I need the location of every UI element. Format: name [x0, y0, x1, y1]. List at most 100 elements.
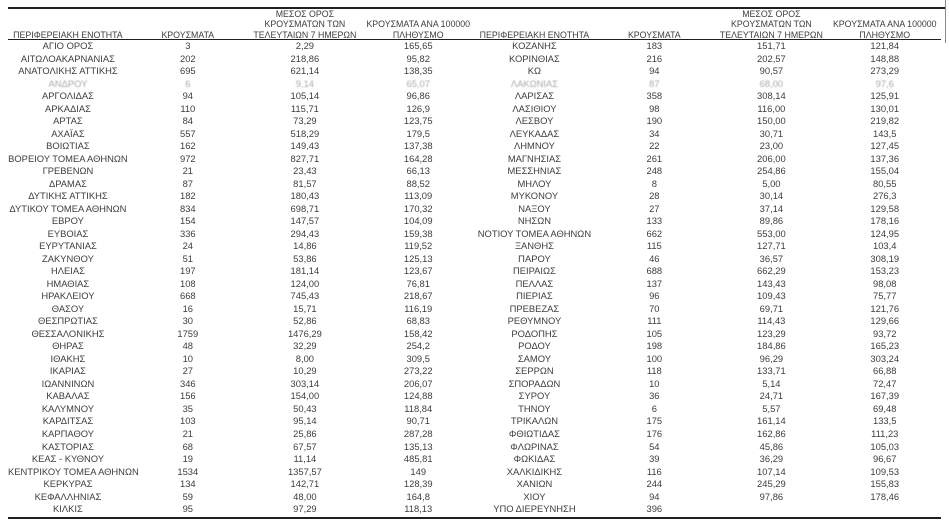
cell-per100k: 90,71 — [406, 415, 430, 427]
table-row: ΚΑΡΔΙΤΣΑΣ 103 95,14 90,71 — [8, 415, 475, 428]
cell-avg7: 10,29 — [293, 365, 317, 377]
cell-avg7: 151,71 — [757, 40, 786, 51]
cell-avg7: 89,86 — [759, 215, 784, 227]
table-row: ΣΑΜΟΥ 100 96,29 303,24 — [475, 353, 942, 366]
table-row: ΕΥΒΟΙΑΣ 336 294,43 159,38 — [8, 228, 475, 241]
cell-avg7: 245,29 — [757, 478, 786, 490]
cell-avg7: 827,71 — [290, 152, 320, 164]
cell-per100k: 118,13 — [404, 503, 433, 515]
cell-per100k — [829, 503, 941, 516]
cell-per100k: 276,3 — [873, 190, 897, 202]
table-row: ΠΡΕΒΕΖΑΣ 70 69,71 121,76 — [475, 303, 942, 316]
cell-per100k: 65,07 — [406, 77, 430, 89]
cell-cases: 95 — [182, 503, 194, 515]
cell-region: ΣΕΡΡΩΝ — [515, 365, 554, 377]
cell-cases: 87 — [182, 177, 194, 189]
cell-region: ΑΓΙΟ ΟΡΟΣ — [42, 40, 94, 51]
cell-cases: 198 — [646, 340, 663, 352]
cell-cases: 216 — [646, 52, 663, 64]
cell-avg7: 15,71 — [293, 302, 317, 314]
cell-cases: 105 — [646, 327, 663, 339]
cell-per100k: 95,82 — [406, 52, 430, 64]
cell-cases: 182 — [179, 190, 196, 202]
cell-region: ΒΟΡΕΙΟΥ ΤΟΜΕΑ ΑΘΗΝΩΝ — [8, 152, 128, 164]
cell-per100k: 148,88 — [870, 52, 900, 64]
cell-region: ΡΟΔΟΠΗΣ — [511, 327, 558, 339]
cell-cases: 197 — [179, 265, 196, 277]
cell-region: ΗΜΑΘΙΑΣ — [46, 277, 90, 289]
table-row: ΡΟΔΟΥ 198 184,86 165,23 — [475, 340, 942, 353]
table-row: ΚΙΛΚΙΣ 95 97,29 118,13 — [8, 503, 475, 516]
cell-avg7: 30,14 — [759, 190, 784, 202]
table-row: ΚΑΡΠΑΘΟΥ 21 25,86 287,28 — [8, 428, 475, 441]
cell-cases: 688 — [646, 265, 663, 277]
cell-cases: 10 — [649, 377, 660, 389]
cell-region: ΛΑΣΙΘΙΟΥ — [512, 102, 557, 114]
cell-region: ΕΥΡΥΤΑΝΙΑΣ — [39, 240, 97, 252]
cell-per100k: 155,04 — [870, 165, 900, 177]
cell-avg7: 25,86 — [293, 427, 317, 439]
table-row: ΘΗΡΑΣ 48 32,29 254,2 — [8, 340, 475, 353]
cell-per100k: 93,72 — [873, 327, 897, 339]
cell-avg7: 52,86 — [293, 315, 317, 327]
cell-cases: 34 — [649, 127, 660, 139]
cell-region: ΑΙΤΩΛΟΑΚΑΡΝΑΝΙΑΣ — [20, 52, 115, 64]
table-row: ΚΕΦΑΛΛΗΝΙΑΣ 59 48,00 164,8 — [8, 491, 475, 504]
cell-avg7: 127,71 — [757, 240, 786, 252]
cell-avg7: 154,00 — [290, 390, 320, 402]
table-row: ΝΗΣΩΝ 133 89,86 178,16 — [475, 215, 942, 228]
table-row: ΓΡΕΒΕΝΩΝ 21 23,43 66,13 — [8, 165, 475, 178]
table-row: ΘΑΣΟΥ 16 15,71 116,19 — [8, 303, 475, 316]
cell-avg7: 81,57 — [293, 177, 317, 189]
table-row: ΔΡΑΜΑΣ 87 81,57 88,52 — [8, 178, 475, 191]
column-header-region: ΠΕΡΙΦΕΡΕΙΑΚΗ ΕΝΟΤΗΤΑ — [13, 29, 123, 40]
cell-cases: 22 — [649, 140, 660, 152]
table-row: ΗΡΑΚΛΕΙΟΥ 668 745,43 218,67 — [8, 290, 475, 303]
cell-cases: 3 — [185, 40, 191, 51]
cell-avg7: 116,00 — [757, 102, 786, 114]
cell-region: ΤΡΙΚΑΛΩΝ — [510, 415, 558, 427]
cell-cases: 10 — [182, 352, 194, 364]
cell-avg7: 1476,29 — [287, 327, 322, 339]
cell-avg7: 150,00 — [757, 115, 786, 127]
cell-cases: 137 — [646, 277, 663, 289]
cell-avg7: 8,00 — [295, 352, 315, 364]
cell-region: ΧΙΟΥ — [523, 490, 546, 502]
cell-per100k: 96,86 — [406, 90, 430, 102]
cell-region: ΓΡΕΒΕΝΩΝ — [42, 165, 94, 177]
cell-region: ΑΡΓΟΛΙΔΑΣ — [41, 90, 94, 102]
table-header-right: ΠΕΡΙΦΕΡΕΙΑΚΗ ΕΝΟΤΗΤΑ ΚΡΟΥΣΜΑΤΑ ΜΕΣΟΣ ΟΡΟΣ Κ… — [474, 9, 941, 40]
cell-avg7: 124,00 — [290, 277, 320, 289]
column-header-cases: ΚΡΟΥΣΜΑΤΑ — [627, 29, 681, 40]
cell-avg7: 53,86 — [293, 252, 317, 264]
table-row: ΦΘΙΩΤΙΔΑΣ 176 162,86 111,23 — [475, 428, 942, 441]
cell-avg7: 114,43 — [757, 315, 786, 327]
table-row: ΑΧΑΪΑΣ 557 518,29 179,5 — [8, 128, 475, 141]
column-header-region: ΠΕΡΙΦΕΡΕΙΑΚΗ ΕΝΟΤΗΤΑ — [479, 29, 590, 40]
cell-per100k: 153,23 — [870, 265, 900, 277]
table-row: ΚΕΝΤΡΙΚΟΥ ΤΟΜΕΑ ΑΘΗΝΩΝ 1534 1357,57 149 — [8, 466, 475, 479]
cell-region: ΚΙΛΚΙΣ — [53, 503, 83, 515]
cell-avg7: 14,86 — [293, 240, 317, 252]
cell-per100k: 123,75 — [403, 115, 433, 127]
cell-region: ΦΘΙΩΤΙΔΑΣ — [508, 427, 560, 439]
cell-region: ΑΝΑΤΟΛΙΚΗΣ ΑΤΤΙΚΗΣ — [18, 65, 118, 77]
cell-avg7: 48,00 — [293, 490, 317, 502]
cell-cases: 248 — [646, 165, 663, 177]
cell-per100k: 219,82 — [870, 115, 900, 127]
table-row: ΠΙΕΡΙΑΣ 96 109,43 75,77 — [475, 290, 942, 303]
cell-per100k: 88,52 — [406, 177, 430, 189]
cell-cases: 94 — [182, 90, 194, 102]
cell-region: ΑΡΚΑΔΙΑΣ — [44, 102, 91, 114]
cell-per100k: 66,88 — [873, 365, 897, 377]
cell-cases: 68 — [182, 440, 194, 452]
cell-per100k: 125,13 — [403, 252, 433, 264]
cell-region: ΚΩ — [527, 65, 542, 77]
cell-cases: 100 — [646, 352, 663, 364]
cell-cases: 110 — [180, 102, 196, 114]
cell-cases: 1759 — [177, 327, 199, 339]
table-row: ΣΠΟΡΑΔΩΝ 10 5,14 72,47 — [475, 378, 942, 391]
cases-table-right-half: ΠΕΡΙΦΕΡΕΙΑΚΗ ΕΝΟΤΗΤΑ ΚΡΟΥΣΜΑΤΑ ΜΕΣΟΣ ΟΡΟΣ Κ… — [474, 9, 942, 516]
cell-per100k: 149 — [410, 465, 427, 477]
table-row: ΙΚΑΡΙΑΣ 27 10,29 273,22 — [8, 365, 475, 378]
